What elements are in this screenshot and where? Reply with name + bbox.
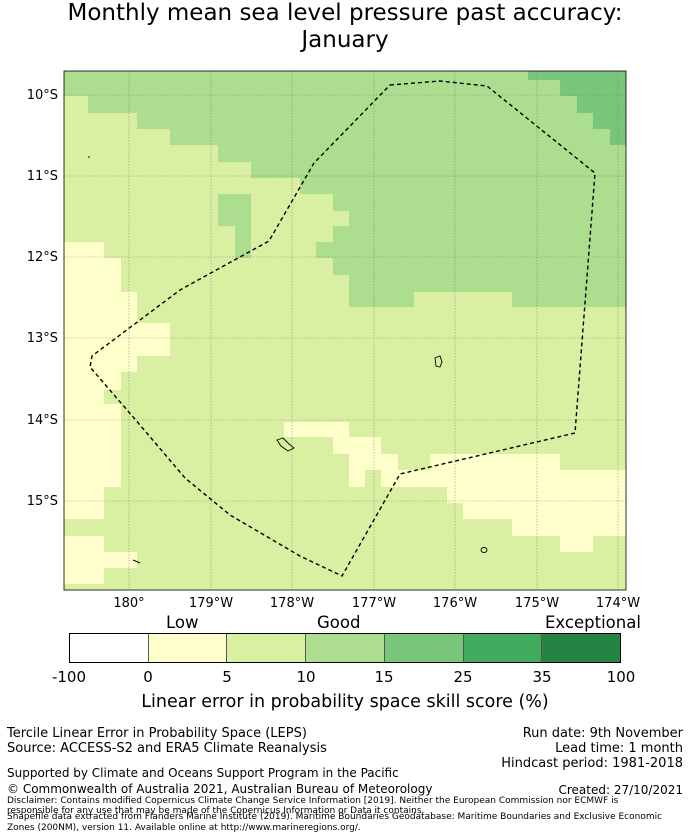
chart-title: Monthly mean sea level pressure past acc…	[0, 0, 690, 54]
region-low-left	[64, 242, 170, 519]
legend-good: Good	[317, 613, 361, 632]
footer-created: Created: 27/10/2021	[558, 783, 683, 797]
lon-label: 177°W	[352, 596, 396, 611]
island-futuna	[434, 355, 443, 368]
gridlines	[64, 71, 626, 590]
lat-label: 12°S	[27, 250, 58, 265]
eez-boundary	[89, 80, 596, 577]
colorbar-bin	[70, 634, 149, 662]
footer-disclaimer-1: Disclaimer: Contains modified Copernicus…	[7, 796, 619, 806]
footer-disclaimer-3: Shapefile data extracted from Flanders M…	[7, 812, 663, 822]
island-dot	[88, 156, 90, 158]
footer-run-date: Run date: 9th November	[522, 726, 683, 741]
title-line-2: January	[301, 27, 389, 53]
lon-label: 176°W	[433, 596, 477, 611]
footer-disclaimer-4: Zones (200NM), version 11. Available onl…	[7, 823, 361, 833]
map-frame	[63, 70, 627, 591]
footer-source: Source: ACCESS-S2 and ERA5 Climate Reana…	[7, 741, 327, 756]
colorbar-label: Linear error in probability space skill …	[141, 692, 549, 712]
lon-label: 180°	[113, 596, 144, 611]
colorbar-bin	[306, 634, 385, 662]
colorbar-tick: 25	[453, 668, 473, 686]
region-very-good	[528, 71, 626, 145]
latitude-axis: 10°S 11°S 12°S 13°S 14°S 15°S	[27, 88, 58, 509]
colorbar-bin	[227, 634, 307, 662]
colorbar-tick: 100	[606, 668, 636, 686]
island-west	[132, 559, 141, 564]
colorbar-bin	[463, 634, 543, 662]
lat-label: 14°S	[27, 413, 58, 428]
footer-support: Supported by Climate and Oceans Support …	[7, 766, 399, 780]
lon-label: 175°W	[515, 596, 559, 611]
region-low-bottomleft	[64, 536, 137, 584]
legend-exceptional: Exceptional	[545, 613, 641, 632]
region-good-patch	[235, 178, 251, 194]
footer-lead-time: Lead time: 1 month	[555, 741, 683, 756]
title-line-1: Monthly mean sea level pressure past acc…	[67, 0, 623, 26]
lon-label: 179°W	[189, 596, 233, 611]
colorbar-tick: -100	[51, 668, 87, 686]
colorbar-bin	[542, 634, 621, 662]
island-south	[480, 547, 488, 553]
skill-map: 10°S 11°S 12°S 13°S 14°S 15°S 180° 179°W…	[27, 70, 640, 611]
colorbar-tick: 5	[222, 668, 232, 686]
colorbar-tick: 35	[532, 668, 552, 686]
colorbar-tick: 10	[296, 668, 316, 686]
region-low-center	[284, 422, 626, 552]
region-good-plus	[64, 71, 626, 307]
region-good-plus-patch	[218, 194, 251, 258]
lat-label: 13°S	[27, 331, 58, 346]
colorbar-tick: 15	[374, 668, 394, 686]
lat-label: 10°S	[27, 88, 58, 103]
footer-disclaimer-2: responsible for any use that may be made…	[7, 806, 425, 816]
lat-label: 11°S	[27, 169, 58, 184]
longitude-axis: 180° 179°W 178°W 177°W 176°W 175°W 174°W	[113, 596, 640, 611]
lat-label: 15°S	[27, 494, 58, 509]
colorbar-bin	[148, 634, 228, 662]
footer-hindcast: Hindcast period: 1981-2018	[501, 756, 683, 771]
colorbar-tick: 0	[143, 668, 153, 686]
colorbar-bin	[384, 634, 464, 662]
legend-low: Low	[166, 613, 199, 632]
footer-copyright: © Commonwealth of Australia 2021, Austra…	[7, 782, 433, 796]
footer-method: Tercile Linear Error in Probability Spac…	[7, 726, 307, 741]
lon-label: 174°W	[596, 596, 640, 611]
colorbar	[69, 633, 621, 663]
lon-label: 178°W	[270, 596, 314, 611]
island-wallis	[276, 437, 295, 452]
